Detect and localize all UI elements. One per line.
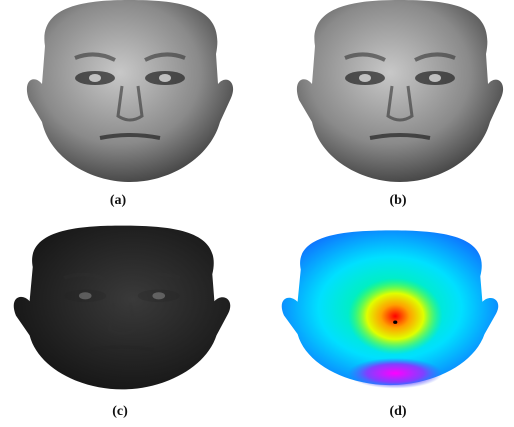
face-image-c xyxy=(13,225,231,390)
panel-label: (c) xyxy=(112,404,128,419)
face-image-b xyxy=(296,0,504,182)
panel-label: (d) xyxy=(389,404,406,419)
face-image-a xyxy=(26,0,234,182)
face-heatmap-d xyxy=(281,230,499,389)
panel-label: (b) xyxy=(389,193,406,208)
panel-label: (a) xyxy=(110,193,127,208)
